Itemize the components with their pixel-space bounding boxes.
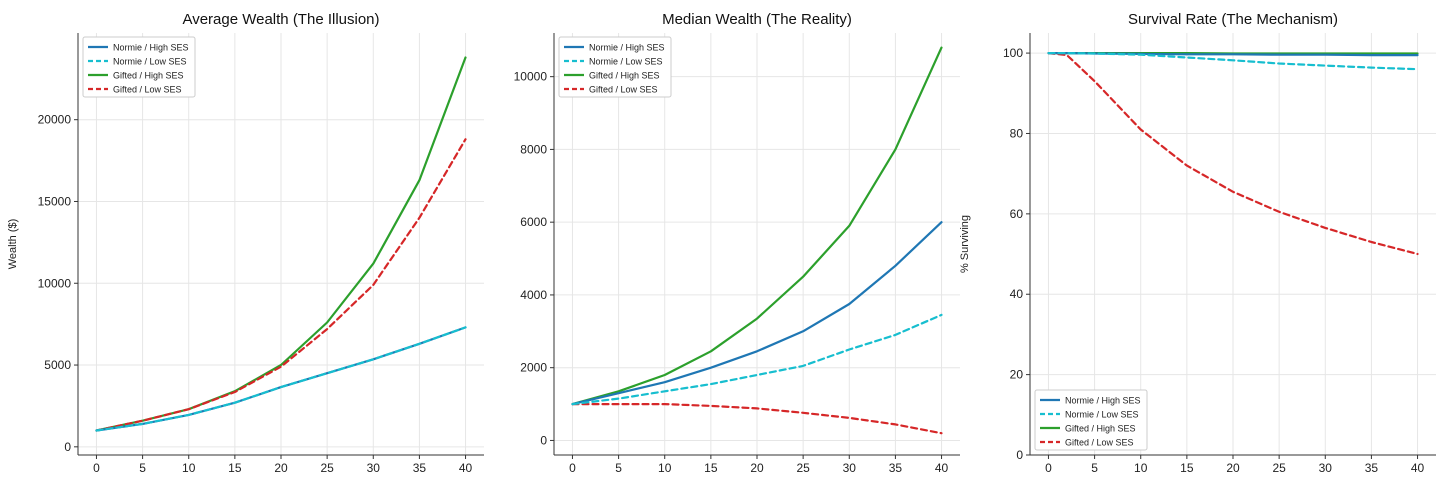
x-tick-label: 40 bbox=[459, 461, 473, 475]
y-tick-label: 40 bbox=[1010, 287, 1024, 301]
y-tick-label: 0 bbox=[1016, 448, 1023, 462]
legend-entry-label: Normie / Low SES bbox=[113, 57, 187, 67]
y-tick-label: 15000 bbox=[38, 194, 72, 208]
chart-title: Average Wealth (The Illusion) bbox=[182, 11, 379, 28]
legend: Normie / High SES Normie / Low SES Gifted … bbox=[558, 36, 672, 98]
y-tick-label: 8000 bbox=[520, 142, 547, 156]
legend-entry-label: Normie / High SES bbox=[113, 43, 189, 53]
y-tick-label: 80 bbox=[1010, 126, 1024, 140]
legend-entry-label: Gifted / Low SES bbox=[1065, 438, 1134, 448]
legend-entry-label: Gifted / High SES bbox=[1065, 424, 1136, 434]
x-tick-label: 35 bbox=[1365, 461, 1379, 475]
x-tick-label: 15 bbox=[704, 461, 718, 475]
legend-entry-label: Gifted / Low SES bbox=[589, 85, 658, 95]
y-tick-label: 10000 bbox=[514, 70, 548, 84]
chart-panel-1: 0 5 10 15 20 25 30 35 40 0 5000 10000 15000 20000 Aver… bbox=[7, 11, 484, 475]
chart-title: Survival Rate (The Mechanism) bbox=[1128, 11, 1338, 28]
x-tick-label: 40 bbox=[1411, 461, 1425, 475]
legend-box bbox=[558, 36, 672, 98]
x-tick-label: 5 bbox=[139, 461, 146, 475]
series-line-normie-low-ses bbox=[1047, 51, 1419, 71]
legend: Normie / High SES Normie / Low SES Gifted … bbox=[82, 36, 196, 98]
y-tick-label: 4000 bbox=[520, 288, 547, 302]
x-tick-label: 35 bbox=[413, 461, 427, 475]
x-tick-label: 10 bbox=[658, 461, 672, 475]
y-tick-label: 6000 bbox=[520, 215, 547, 229]
y-axis-label: % Surviving bbox=[959, 215, 971, 273]
legend-entry-label: Normie / High SES bbox=[1065, 396, 1141, 406]
y-tick-label: 5000 bbox=[44, 358, 71, 372]
legend: Normie / High SES Normie / Low SES Gifted … bbox=[1034, 389, 1148, 451]
series-line-gifted-low-ses bbox=[571, 403, 943, 435]
x-tick-label: 0 bbox=[93, 461, 100, 475]
series-line-gifted-high-ses bbox=[571, 46, 943, 406]
legend-entry-label: Normie / Low SES bbox=[589, 57, 663, 67]
series-line-normie-low-ses bbox=[95, 326, 467, 432]
legend-box bbox=[1034, 389, 1148, 451]
x-tick-label: 0 bbox=[1045, 461, 1052, 475]
chart-title: Median Wealth (The Reality) bbox=[662, 11, 852, 28]
y-axis-label: Wealth ($) bbox=[7, 219, 19, 270]
x-tick-label: 20 bbox=[1226, 461, 1240, 475]
legend-entry-label: Normie / Low SES bbox=[1065, 410, 1139, 420]
series-line-normie-low-ses bbox=[571, 313, 943, 406]
legend-entry-label: Gifted / High SES bbox=[113, 71, 184, 81]
chart-panel-3: 0 5 10 15 20 25 30 35 40 0 20 40 60 80 100 Survival Rat… bbox=[959, 11, 1436, 475]
x-tick-label: 20 bbox=[750, 461, 764, 475]
x-tick-label: 30 bbox=[843, 461, 857, 475]
y-tick-label: 20000 bbox=[38, 113, 72, 127]
y-tick-label: 10000 bbox=[38, 276, 72, 290]
legend-entry-label: Gifted / Low SES bbox=[113, 85, 182, 95]
chart-panel-2: 0 5 10 15 20 25 30 35 40 0 2000 4000 6000 8000 10000 Me… bbox=[514, 11, 960, 475]
x-tick-label: 20 bbox=[274, 461, 288, 475]
y-tick-label: 0 bbox=[540, 433, 547, 447]
x-tick-label: 10 bbox=[182, 461, 196, 475]
x-tick-label: 5 bbox=[615, 461, 622, 475]
x-tick-label: 10 bbox=[1134, 461, 1148, 475]
legend-box bbox=[82, 36, 196, 98]
x-tick-label: 40 bbox=[935, 461, 949, 475]
series-line-normie-high-ses bbox=[571, 221, 943, 406]
y-tick-label: 20 bbox=[1010, 368, 1024, 382]
x-tick-label: 0 bbox=[569, 461, 576, 475]
series-line-gifted-low-ses bbox=[95, 138, 467, 432]
x-tick-label: 15 bbox=[1180, 461, 1194, 475]
x-tick-label: 25 bbox=[1272, 461, 1286, 475]
x-tick-label: 25 bbox=[320, 461, 334, 475]
x-tick-label: 15 bbox=[228, 461, 242, 475]
legend-entry-label: Normie / High SES bbox=[589, 43, 665, 53]
x-tick-label: 35 bbox=[889, 461, 903, 475]
x-tick-label: 5 bbox=[1091, 461, 1098, 475]
y-tick-label: 60 bbox=[1010, 207, 1024, 221]
x-tick-label: 30 bbox=[1319, 461, 1333, 475]
x-tick-label: 30 bbox=[367, 461, 381, 475]
legend-entry-label: Gifted / High SES bbox=[589, 71, 660, 81]
y-tick-label: 2000 bbox=[520, 361, 547, 375]
x-tick-label: 25 bbox=[796, 461, 810, 475]
y-tick-label: 100 bbox=[1003, 46, 1023, 60]
y-tick-label: 0 bbox=[64, 440, 71, 454]
